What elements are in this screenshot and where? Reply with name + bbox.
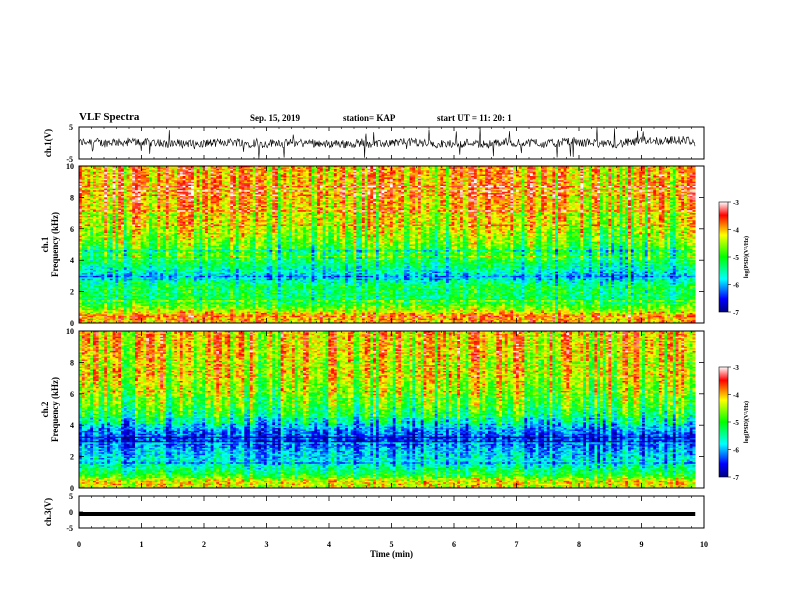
figure-canvas: 5-5ch.1(V)0246810ch.1 Frequency (kHz)-3-4… (0, 0, 792, 612)
ch1-waveform-line (79, 127, 695, 158)
waveform-ch1-panel: 5-5ch.1(V) (43, 123, 704, 164)
ch1-y-tick-label: 5 (69, 123, 73, 132)
ch1-y-axis-label: ch.1(V) (43, 129, 53, 157)
